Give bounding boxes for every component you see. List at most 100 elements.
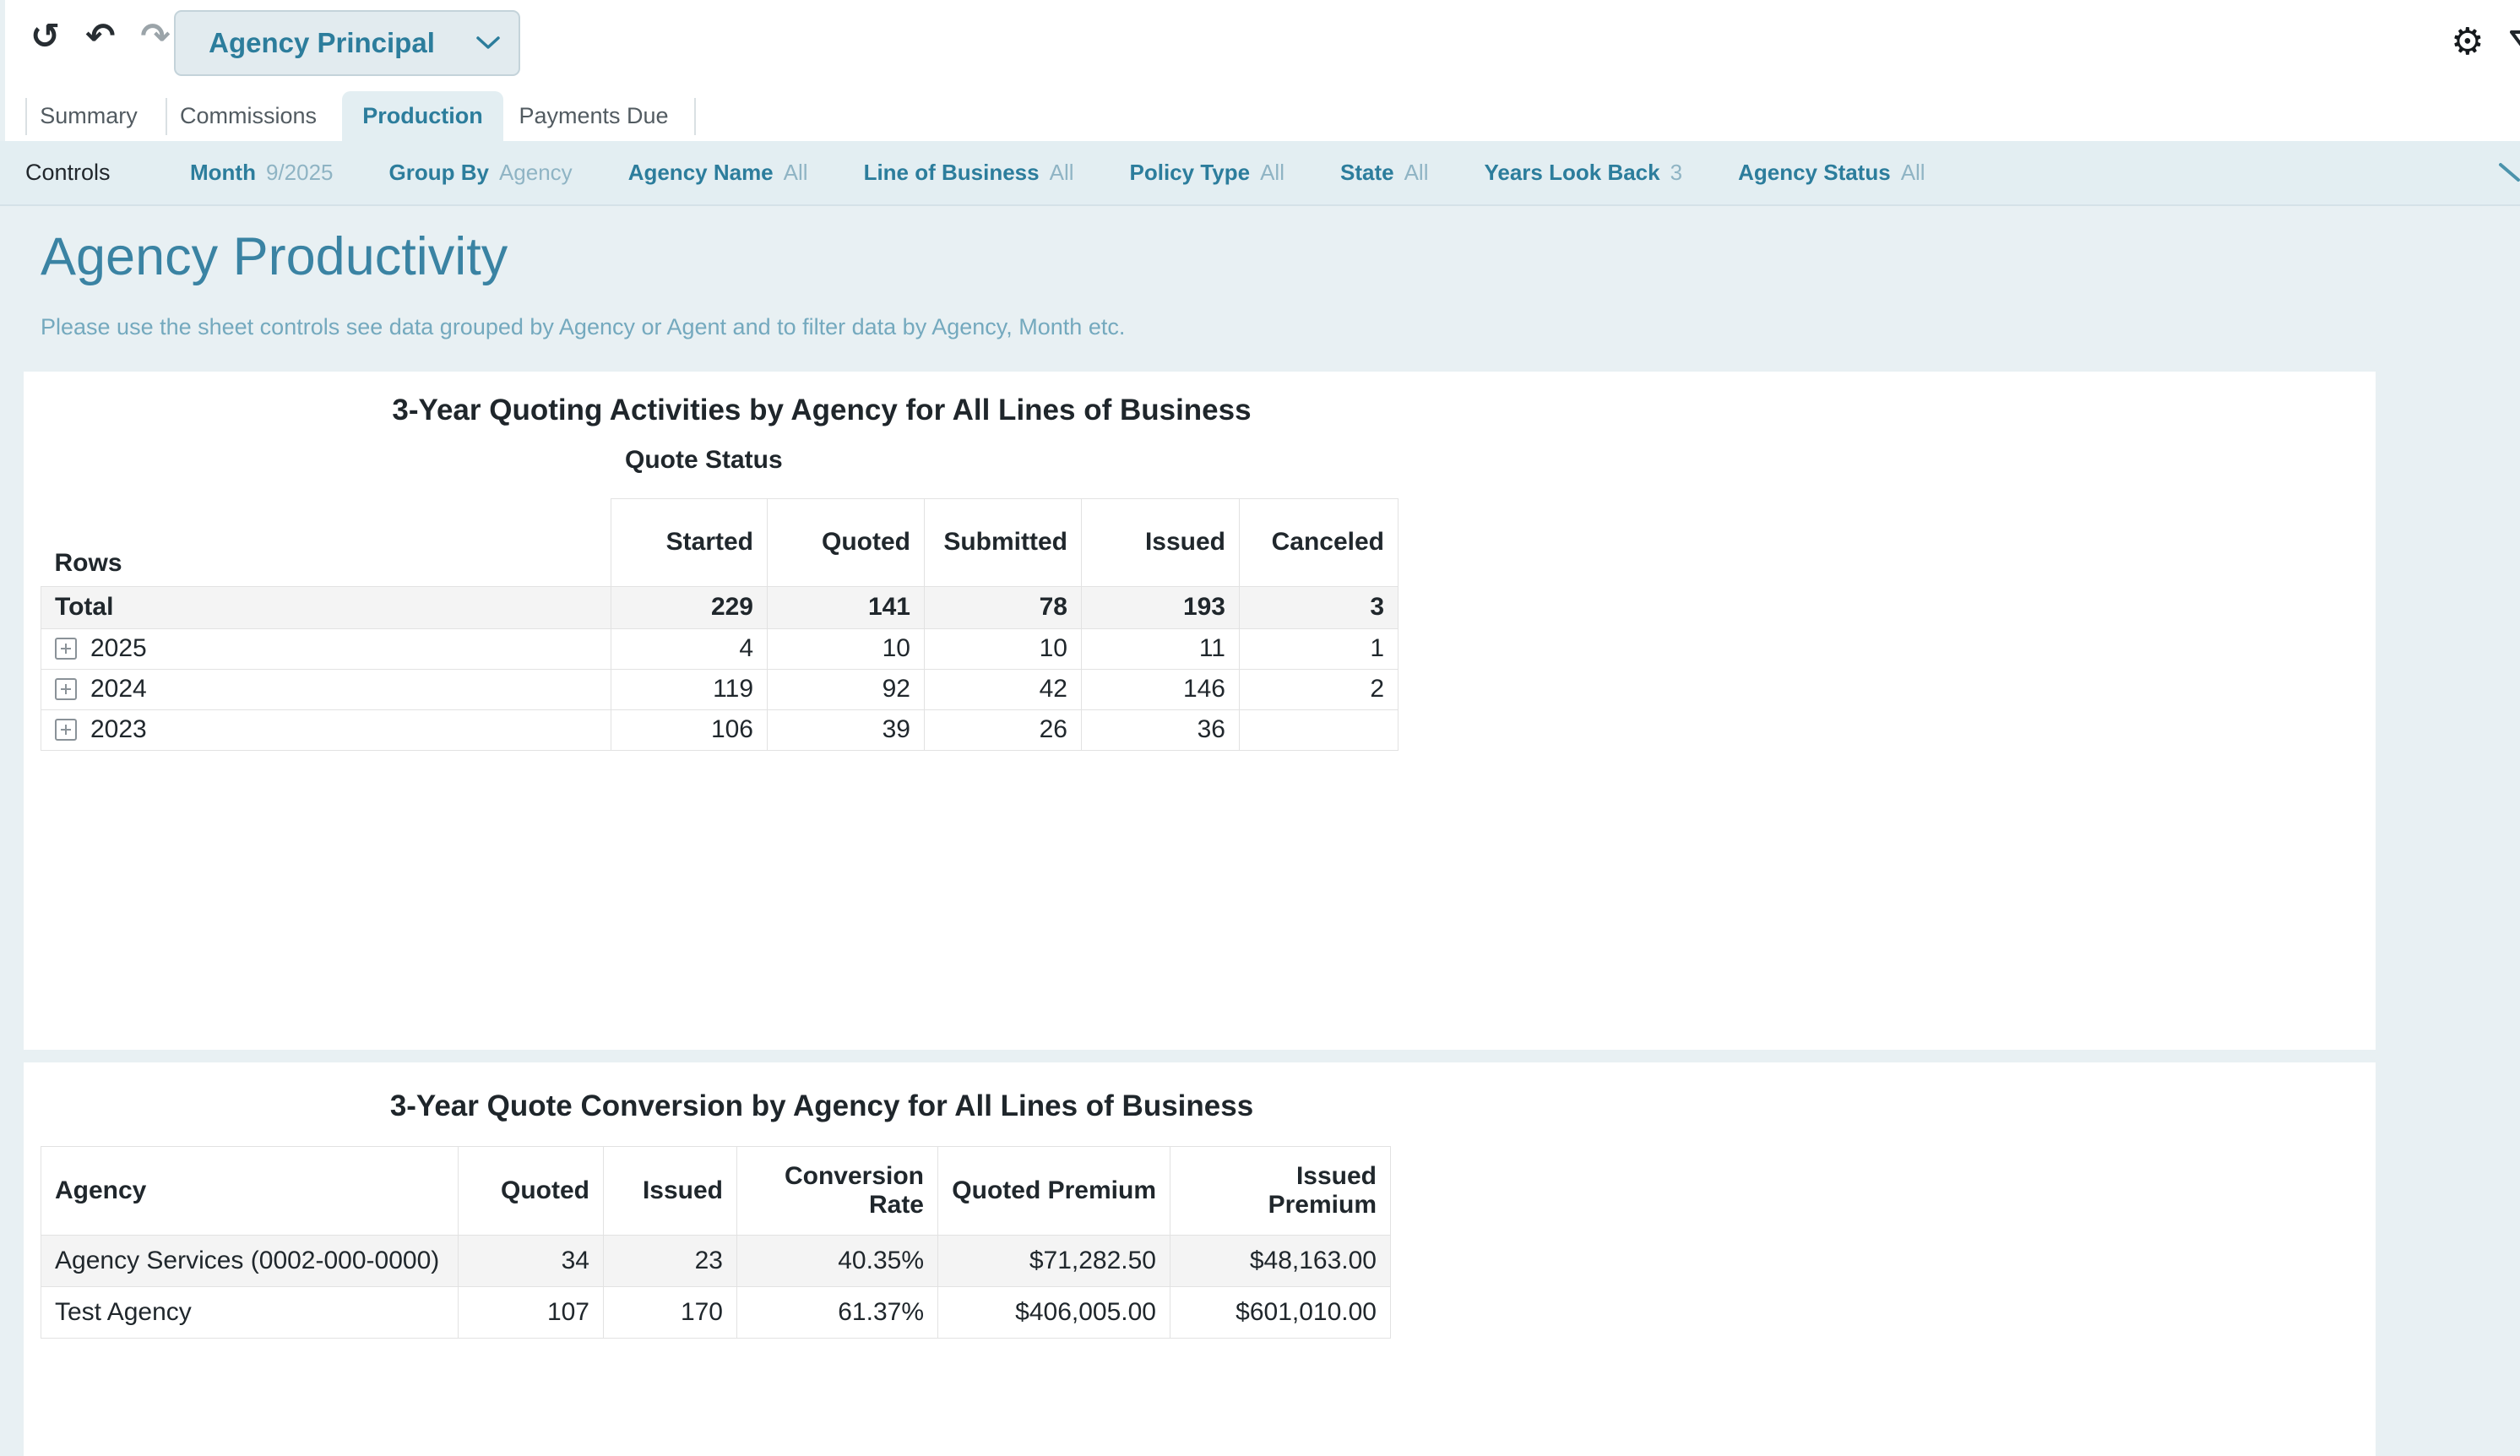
tab-payments-due-label: Payments Due [519, 103, 669, 128]
filter-controls: Month 9/2025 Group By Agency Agency Name… [190, 141, 1925, 204]
filter-month-value: 9/2025 [265, 160, 334, 185]
column-header-submitted[interactable]: Submitted [924, 498, 1082, 587]
chevron-down-icon [476, 36, 500, 49]
filter-years-look-back-label: Years Look Back [1484, 160, 1660, 185]
filter-funnel-icon[interactable] [2510, 29, 2520, 66]
tab-summary-label: Summary [40, 103, 138, 128]
filter-month-label: Month [190, 160, 256, 185]
filter-agency-status[interactable]: Agency Status All [1738, 160, 1925, 186]
cell-2025-started: 4 [611, 627, 768, 670]
filter-group-by[interactable]: Group By Agency [389, 160, 573, 186]
quote-status-group-label: Quote Status [625, 446, 783, 474]
cell-2024-started: 119 [611, 668, 768, 710]
filter-line-of-business-label: Line of Business [863, 160, 1040, 185]
cell-2024-issued: 146 [1081, 668, 1240, 710]
gear-icon[interactable]: ⚙ [2451, 20, 2485, 63]
total-submitted: 78 [924, 585, 1082, 629]
cell-agency: Test Agency [41, 1286, 459, 1339]
filter-agency-name-label: Agency Name [627, 160, 774, 185]
cell-2023-issued: 36 [1081, 709, 1240, 751]
row-label-2023[interactable]: 2023 [90, 715, 147, 743]
role-selector-dropdown[interactable]: Agency Principal [174, 10, 520, 76]
cell-issued-premium: $601,010.00 [1170, 1286, 1391, 1339]
filter-policy-type[interactable]: Policy Type All [1130, 160, 1284, 186]
redo-icon[interactable]: ↷ [140, 15, 171, 57]
cell-2025-canceled: 1 [1239, 627, 1398, 670]
cell-2023-quoted: 39 [767, 709, 925, 751]
column-header-issued[interactable]: Issued [1081, 498, 1240, 587]
pivot-header-row: Rows Started Quoted Submitted Issued Can… [41, 498, 1398, 587]
column-header-started[interactable]: Started [611, 498, 768, 587]
cell-issued: 170 [603, 1286, 737, 1339]
controls-bar: Controls Month 9/2025 Group By Agency Ag… [0, 141, 2520, 206]
row-label-2024[interactable]: 2024 [90, 675, 147, 703]
page-subtitle: Please use the sheet controls see data g… [41, 314, 1126, 340]
filter-month[interactable]: Month 9/2025 [190, 160, 334, 186]
tab-payments-due[interactable]: Payments Due [513, 91, 674, 141]
total-row-label: Total [41, 585, 611, 629]
filter-agency-name-value: All [783, 160, 808, 185]
cell-2025-issued: 11 [1081, 627, 1240, 670]
filter-agency-status-label: Agency Status [1738, 160, 1891, 185]
cell-quoted-premium: $71,282.50 [937, 1235, 1170, 1287]
total-issued: 193 [1081, 585, 1240, 629]
cell-2023-submitted: 26 [924, 709, 1082, 751]
column-header-agency[interactable]: Agency [41, 1146, 459, 1236]
pivot-row-2023: 2023 106 39 26 36 [41, 709, 1398, 751]
cell-quoted-premium: $406,005.00 [937, 1286, 1170, 1339]
conversion-header-row: Agency Quoted Issued Conversion Rate Quo… [41, 1146, 1391, 1236]
tab-production[interactable]: Production [342, 91, 503, 141]
quote-conversion-panel: 3-Year Quote Conversion by Agency for Al… [24, 1062, 2376, 1456]
sheet-tabs: Summary Commissions Production Payments … [0, 91, 2520, 141]
column-header-conversion-rate[interactable]: Conversion Rate [736, 1146, 938, 1236]
total-started: 229 [611, 585, 768, 629]
column-header-issued-premium[interactable]: Issued Premium [1170, 1146, 1391, 1236]
tab-summary[interactable]: Summary [34, 91, 144, 141]
filter-line-of-business-value: All [1049, 160, 1074, 185]
cell-2024-canceled: 2 [1239, 668, 1398, 710]
pivot-row-2025: 2025 4 10 10 11 1 [41, 627, 1398, 670]
total-quoted: 141 [767, 585, 925, 629]
filter-policy-type-label: Policy Type [1129, 160, 1251, 185]
pivot-total-row: Total 229 141 78 193 3 [41, 585, 1398, 629]
column-header-issued[interactable]: Issued [603, 1146, 737, 1236]
conversion-row-agency-services: Agency Services (0002-000-0000) 34 23 40… [41, 1235, 1391, 1287]
filter-years-look-back[interactable]: Years Look Back 3 [1484, 160, 1682, 186]
cell-issued: 23 [603, 1235, 737, 1287]
filter-group-by-value: Agency [498, 160, 573, 185]
cell-2024-submitted: 42 [924, 668, 1082, 710]
expand-icon[interactable] [55, 719, 77, 741]
column-header-quoted-premium[interactable]: Quoted Premium [937, 1146, 1170, 1236]
expand-icon[interactable] [55, 678, 77, 700]
conversion-row-test-agency: Test Agency 107 170 61.37% $406,005.00 $… [41, 1286, 1391, 1339]
page-title: Agency Productivity [41, 227, 508, 286]
filter-state[interactable]: State All [1340, 160, 1428, 186]
filter-line-of-business[interactable]: Line of Business All [864, 160, 1074, 186]
filter-years-look-back-value: 3 [1670, 160, 1683, 185]
rows-header: Rows [41, 498, 611, 587]
role-selector-value: Agency Principal [209, 27, 435, 58]
tab-commissions-label: Commissions [179, 103, 318, 128]
tab-production-label: Production [362, 103, 483, 128]
cell-2023-canceled [1239, 709, 1398, 751]
column-header-canceled[interactable]: Canceled [1239, 498, 1398, 587]
row-label-2025[interactable]: 2025 [90, 634, 147, 662]
reset-icon[interactable]: ↺ [30, 15, 61, 57]
collapse-controls-chevron-icon[interactable] [2498, 161, 2520, 183]
conversion-table-title: 3-Year Quote Conversion by Agency for Al… [389, 1089, 1254, 1122]
tab-separator [166, 98, 167, 135]
total-canceled: 3 [1239, 585, 1398, 629]
tab-separator [694, 98, 696, 135]
expand-icon[interactable] [55, 638, 77, 660]
filter-agency-name[interactable]: Agency Name All [628, 160, 808, 186]
filter-state-label: State [1340, 160, 1394, 185]
cell-2023-started: 106 [611, 709, 768, 751]
controls-title: Controls [25, 160, 111, 185]
cell-2024-quoted: 92 [767, 668, 925, 710]
column-header-quoted[interactable]: Quoted [767, 498, 925, 587]
undo-icon[interactable]: ↶ [85, 15, 116, 57]
column-header-quoted[interactable]: Quoted [458, 1146, 604, 1236]
toolbar: ↺ ↶ ↷ [30, 19, 171, 54]
tab-commissions[interactable]: Commissions [176, 91, 321, 141]
